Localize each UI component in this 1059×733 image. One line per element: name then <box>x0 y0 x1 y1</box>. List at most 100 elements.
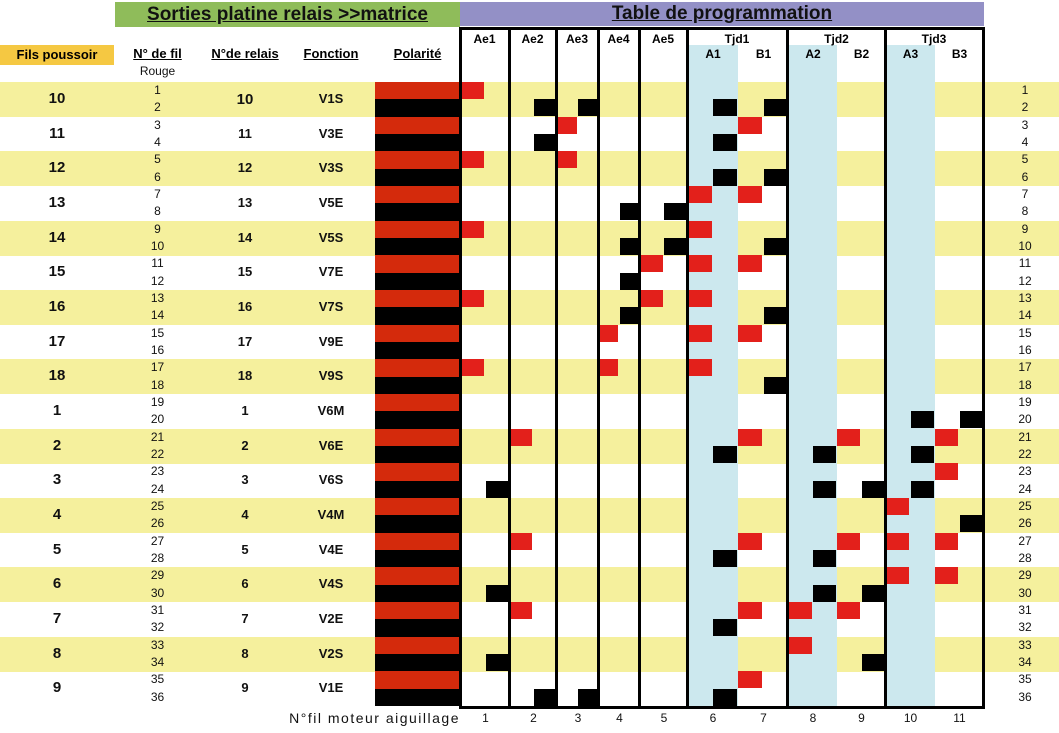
relais-number: 11 <box>238 125 252 141</box>
wire-number-left: 7 <box>154 186 161 201</box>
polarity-red-bar <box>375 532 460 550</box>
wire-number-right: 30 <box>1018 585 1032 600</box>
column-header-rouge: Rouge <box>139 64 176 78</box>
wire-number-right: 28 <box>1018 550 1032 565</box>
wire-number-left: 15 <box>150 325 165 340</box>
fonction-value: V2E <box>318 610 344 626</box>
fonction-value: V7E <box>318 264 344 280</box>
polarity-black-bar <box>375 480 460 498</box>
wire-number-left: 18 <box>150 377 165 392</box>
sub-header-a2: A2 <box>805 47 821 61</box>
black-mark <box>485 653 509 671</box>
fils-poussoir-value: 4 <box>52 505 62 523</box>
wire-number-right: 10 <box>1018 238 1032 253</box>
wire-number-right: 36 <box>1018 689 1032 704</box>
wire-number-left: 17 <box>150 360 165 375</box>
wire-number-left: 3 <box>154 117 161 132</box>
black-mark <box>578 688 598 706</box>
fils-poussoir-value: 18 <box>48 367 66 385</box>
fils-poussoir-value: 13 <box>48 193 66 211</box>
polarity-red-bar <box>375 497 460 516</box>
polarity-black-bar <box>375 376 460 394</box>
red-mark <box>789 636 812 654</box>
black-mark <box>763 376 788 394</box>
red-mark <box>461 82 485 99</box>
wire-number-left: 16 <box>150 342 165 357</box>
red-mark <box>688 220 712 238</box>
red-mark <box>557 151 577 169</box>
motor-column-number: 2 <box>530 711 537 725</box>
fonction-value: V6E <box>318 437 344 453</box>
red-mark <box>738 428 762 446</box>
black-mark <box>619 203 639 221</box>
row-band <box>0 220 1059 256</box>
black-mark <box>485 584 509 602</box>
relais-number: 5 <box>241 541 249 557</box>
black-mark <box>619 307 639 325</box>
column-divider <box>686 28 689 708</box>
column-divider <box>884 28 887 708</box>
red-mark <box>935 532 959 550</box>
wire-number-right: 12 <box>1018 273 1032 288</box>
black-mark <box>713 99 737 117</box>
wire-number-left: 23 <box>150 464 165 479</box>
polarity-black-bar <box>375 133 460 152</box>
wire-number-right: 9 <box>1021 221 1029 236</box>
wire-number-left: 10 <box>150 238 165 253</box>
black-mark <box>813 549 836 567</box>
wire-number-right: 22 <box>1018 446 1032 461</box>
polarity-black-bar <box>375 653 460 672</box>
column-header-no-relais: N°de relais <box>211 46 279 61</box>
red-mark <box>599 359 619 377</box>
fils-poussoir-value: 6 <box>52 575 62 593</box>
motor-column-number: 7 <box>760 711 767 725</box>
polarity-black-bar <box>375 619 460 637</box>
black-mark <box>619 272 639 290</box>
black-mark <box>910 445 934 463</box>
red-mark <box>688 289 712 307</box>
red-mark <box>886 497 910 515</box>
polarity-red-bar <box>375 636 460 654</box>
polarity-black-bar <box>375 272 460 290</box>
black-mark <box>533 99 556 117</box>
fils-poussoir-value: 11 <box>49 124 65 142</box>
wire-number-left: 12 <box>150 273 165 288</box>
black-mark <box>533 688 556 706</box>
black-mark <box>664 203 687 221</box>
wire-number-left: 25 <box>150 498 165 513</box>
wire-number-right: 29 <box>1018 568 1032 583</box>
fonction-value: V4M <box>317 506 345 522</box>
matrix-header-bg <box>738 45 789 82</box>
black-mark <box>959 515 983 533</box>
wire-number-left: 31 <box>150 602 165 617</box>
polarity-red-bar <box>375 601 460 620</box>
wire-number-right: 3 <box>1021 117 1029 132</box>
group-header-ae4: Ae4 <box>607 32 630 46</box>
wire-number-right: 16 <box>1018 342 1032 357</box>
wire-number-left: 8 <box>154 204 161 219</box>
red-mark <box>886 532 910 550</box>
polarity-red-bar <box>375 393 460 412</box>
fonction-value: V3S <box>318 160 344 176</box>
wire-number-right: 24 <box>1018 481 1032 496</box>
group-header-ae3: Ae3 <box>565 32 588 46</box>
polarity-black-bar <box>375 341 460 360</box>
black-mark <box>664 237 687 255</box>
fils-poussoir-value: 14 <box>48 228 66 246</box>
wire-number-left: 11 <box>151 256 164 271</box>
fils-poussoir-value: 8 <box>52 644 62 662</box>
wire-number-left: 34 <box>150 654 165 669</box>
column-divider <box>982 28 985 708</box>
matrix-header-bg <box>837 45 886 82</box>
polarity-red-bar <box>375 359 460 377</box>
red-mark <box>557 116 577 134</box>
wire-number-right: 27 <box>1018 533 1032 548</box>
black-mark <box>713 133 737 151</box>
polarity-black-bar <box>375 203 460 221</box>
black-mark <box>813 584 836 602</box>
red-mark <box>461 289 485 307</box>
row-band <box>0 82 1059 117</box>
wire-number-left: 5 <box>154 152 161 167</box>
fils-poussoir-value: 12 <box>48 159 66 177</box>
